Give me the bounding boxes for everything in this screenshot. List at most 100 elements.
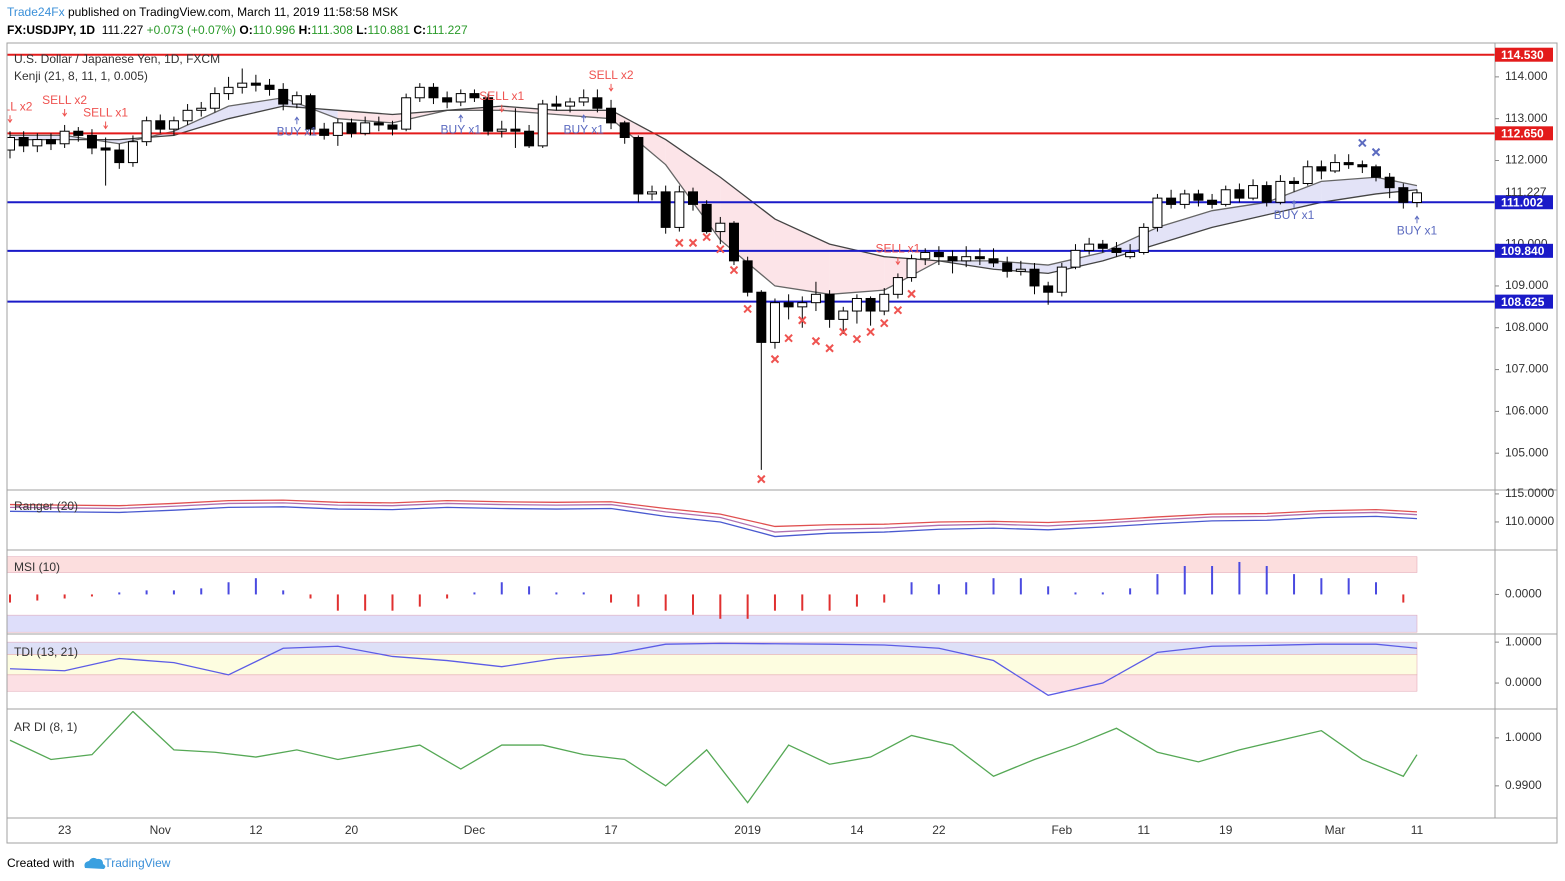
sell-signal: SELL x1 xyxy=(875,242,920,256)
stop-marker xyxy=(907,289,916,299)
band xyxy=(7,556,1418,573)
brand: TradingView xyxy=(104,856,171,870)
candle-body xyxy=(1316,166,1327,172)
histogram-bar xyxy=(801,594,804,611)
kenji-cloud xyxy=(1266,181,1322,215)
histogram-bar xyxy=(1156,574,1159,595)
stop-marker xyxy=(866,327,875,337)
candle-body xyxy=(73,130,84,136)
y-tick-label: 0.9900 xyxy=(1505,778,1542,792)
candle-body xyxy=(1384,176,1395,189)
histogram-bar xyxy=(1238,561,1241,595)
candle-body xyxy=(305,95,316,130)
indicator-line xyxy=(9,502,1418,533)
candle-body xyxy=(1234,189,1245,199)
candle-body xyxy=(1289,180,1300,184)
level-label: 112.650 xyxy=(1501,126,1544,140)
histogram-bar xyxy=(1375,582,1377,595)
y-tick-label: 105.000 xyxy=(1505,445,1549,459)
candle-body xyxy=(32,139,43,147)
stop-marker xyxy=(880,318,889,328)
frame xyxy=(6,42,1558,844)
histogram-bar xyxy=(773,594,776,611)
candle-body xyxy=(469,93,480,99)
histogram-bar xyxy=(610,594,613,603)
pane-title: MSI (10) xyxy=(14,560,60,574)
histogram-bar xyxy=(63,594,66,599)
pane-title: Ranger (20) xyxy=(14,499,78,513)
candle-body xyxy=(715,222,726,233)
candle-body xyxy=(851,297,862,312)
histogram-bar xyxy=(937,584,940,595)
candle-body xyxy=(1261,185,1272,203)
y-tick-label: 112.000 xyxy=(1505,153,1548,167)
candle-body xyxy=(1357,164,1368,168)
histogram-bar xyxy=(473,592,476,595)
candle-body xyxy=(414,86,425,99)
sell-signal: SELL x1 xyxy=(479,89,524,103)
stop-marker xyxy=(716,244,725,254)
candle-body xyxy=(291,95,302,105)
kenji-cloud xyxy=(228,97,284,119)
band xyxy=(7,654,1418,676)
histogram-bar xyxy=(855,594,858,607)
stop-marker xyxy=(852,334,862,344)
candle-body xyxy=(592,97,603,109)
histogram-bar xyxy=(336,594,339,611)
histogram-bar xyxy=(555,592,558,595)
candle-body xyxy=(209,93,220,109)
histogram-bar xyxy=(1293,574,1296,595)
change: +0.073 (+0.07%) xyxy=(146,23,237,37)
candle-body xyxy=(155,120,166,130)
indicator-line xyxy=(9,711,1418,804)
histogram-bar xyxy=(992,578,995,595)
candle-body xyxy=(647,191,658,195)
x-tick-label: 11 xyxy=(1411,823,1424,837)
histogram-bar xyxy=(1320,578,1323,595)
candle-body xyxy=(1411,192,1422,203)
histogram-bar xyxy=(582,592,585,595)
candle-body xyxy=(1371,166,1381,178)
msi-pane xyxy=(7,556,1418,633)
candle-body xyxy=(319,128,330,136)
histogram-bar xyxy=(692,594,694,615)
buy-arrow xyxy=(294,116,300,125)
header-line-2: FX:USDJPY, 1D 111.227 +0.073 (+0.07%) O:… xyxy=(7,23,468,37)
x-tick-label: 12 xyxy=(249,823,263,837)
candle-body xyxy=(1275,180,1286,203)
indicator-line xyxy=(9,499,1418,528)
candle-body xyxy=(1220,189,1231,205)
stop-marker xyxy=(798,316,807,325)
x-tick-label: Mar xyxy=(1325,823,1346,837)
candle-body xyxy=(1207,199,1218,205)
histogram-bar xyxy=(1347,578,1350,595)
x-tick-label: 14 xyxy=(850,823,864,837)
sell-arrow xyxy=(499,104,505,113)
x-tick-label: Dec xyxy=(464,823,485,837)
histogram-bar xyxy=(1402,594,1405,603)
candle-body xyxy=(619,122,630,139)
histogram-bar xyxy=(391,594,394,611)
histogram-bar xyxy=(364,594,367,611)
sell-arrow xyxy=(7,115,13,124)
sell-arrow xyxy=(608,83,614,92)
buy-arrow xyxy=(458,114,464,123)
candle-body xyxy=(838,310,849,320)
histogram-bar xyxy=(965,582,968,595)
x-tick-label: 23 xyxy=(58,823,72,837)
tdi-pane xyxy=(7,641,1418,697)
symbol: FX:USDJPY, 1D xyxy=(7,23,96,37)
candle-body xyxy=(674,191,685,228)
candle-body xyxy=(127,141,138,164)
kenji-cloud xyxy=(774,219,830,295)
histogram-bar xyxy=(637,594,640,607)
stop-marker xyxy=(729,265,739,275)
outer-frame xyxy=(6,42,1558,844)
publisher: Trade24Fx xyxy=(7,5,65,19)
stop-marker xyxy=(893,305,903,315)
c-value: 111.227 xyxy=(426,23,468,37)
stop-marker xyxy=(702,232,711,242)
candle-body xyxy=(756,291,767,343)
candle-body xyxy=(45,139,56,145)
candle-body xyxy=(510,128,521,132)
